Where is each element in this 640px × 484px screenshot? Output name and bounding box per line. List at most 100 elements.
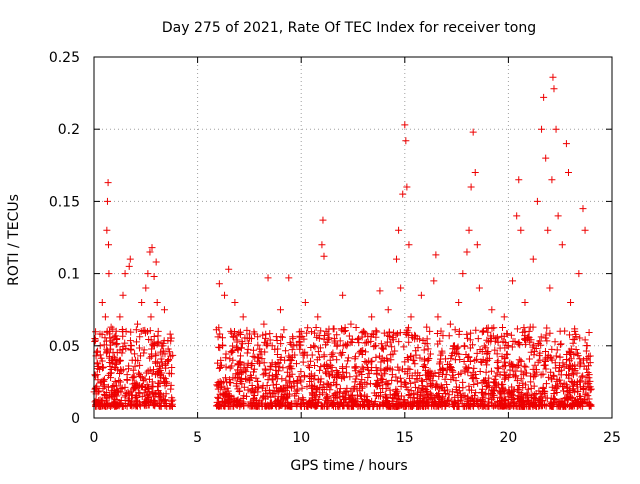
roti-point-density — [473, 355, 481, 363]
roti-point-density — [295, 328, 303, 336]
x-tick-labels: 0 5 10 15 20 25 — [90, 430, 621, 446]
roti-point-density — [98, 364, 106, 372]
roti-point — [339, 291, 347, 299]
roti-point-density — [111, 377, 119, 385]
roti-point-density — [236, 331, 244, 339]
roti-point-density — [263, 342, 271, 350]
roti-point-density — [152, 352, 160, 360]
roti-point-density — [313, 356, 321, 364]
roti-point-density — [108, 391, 115, 399]
roti-point — [417, 291, 425, 299]
roti-point-density — [314, 398, 322, 406]
roti-point-density — [341, 341, 349, 349]
x-tick-label: 20 — [499, 430, 517, 446]
roti-point-density — [271, 345, 279, 353]
roti-point-density — [409, 390, 417, 398]
roti-point-density — [254, 388, 262, 396]
roti-point-density — [139, 382, 147, 390]
roti-point — [488, 306, 496, 314]
roti-point-density — [482, 368, 490, 376]
roti-point-density — [389, 336, 397, 344]
roti-point-density — [445, 391, 453, 399]
roti-point-density — [148, 388, 156, 396]
roti-point-density — [101, 402, 109, 410]
roti-point-density — [121, 391, 129, 399]
roti-point-density — [441, 375, 449, 383]
roti-point-density — [266, 330, 274, 338]
roti-point-density — [341, 327, 349, 335]
roti-point-density — [324, 364, 332, 372]
roti-point-density — [314, 399, 322, 407]
roti-point-density — [406, 365, 414, 373]
roti-point-density — [165, 348, 173, 356]
roti-point-density — [299, 396, 307, 404]
roti-point-density — [582, 389, 590, 397]
roti-point-density — [345, 395, 353, 403]
roti-point-density — [581, 336, 589, 344]
roti-point-density — [313, 402, 321, 410]
roti-point-density — [527, 348, 535, 356]
roti-point-density — [483, 349, 491, 357]
roti-point-density — [132, 326, 140, 334]
roti-point-density — [473, 349, 481, 357]
roti-point-density — [388, 343, 396, 351]
roti-point-density — [428, 382, 436, 390]
roti-point — [368, 313, 376, 321]
x-tick-label: 5 — [193, 430, 202, 446]
roti-point-density — [508, 343, 516, 351]
roti-point-density — [234, 396, 242, 404]
roti-point-density — [108, 383, 116, 391]
roti-point-density — [576, 377, 584, 385]
roti-point-density — [253, 377, 261, 385]
roti-point-density — [462, 363, 470, 371]
roti-point-density — [585, 395, 593, 403]
roti-point-density — [308, 351, 316, 359]
roti-point-density — [322, 391, 330, 399]
roti-point-density — [472, 326, 480, 334]
roti-point-density — [376, 402, 384, 410]
roti-point-density — [426, 350, 434, 358]
roti-point-density — [349, 385, 357, 393]
roti-point — [548, 176, 556, 184]
roti-point-density — [418, 402, 426, 410]
roti-point-density — [487, 332, 495, 340]
roti-point-density — [404, 365, 412, 373]
roti-point-density — [532, 345, 540, 353]
roti-point-density — [562, 381, 570, 389]
roti-point-density — [258, 384, 266, 392]
roti-point-density — [250, 368, 258, 376]
roti-point-density — [459, 384, 467, 392]
roti-point-density — [227, 348, 235, 356]
roti-point-density — [443, 381, 451, 389]
roti-point-density — [566, 348, 574, 356]
roti-point-density — [538, 393, 546, 401]
roti-point-density — [316, 366, 324, 374]
roti-point-density — [277, 340, 285, 348]
roti-point-density — [285, 363, 293, 371]
roti-point-density — [576, 334, 584, 342]
roti-point-density — [579, 372, 587, 380]
roti-point-density — [122, 344, 130, 352]
roti-point-density — [286, 402, 294, 410]
roti-point-density — [323, 402, 331, 410]
roti-point-density — [144, 385, 152, 393]
y-tick-label: 0.25 — [49, 50, 80, 66]
roti-point-density — [377, 365, 385, 373]
roti-point-density — [471, 371, 479, 379]
roti-point-density — [243, 376, 251, 384]
x-tick-label: 10 — [292, 430, 310, 446]
roti-point-density — [269, 381, 277, 389]
roti-point-density — [307, 328, 315, 336]
roti-point-density — [329, 352, 337, 360]
roti-point-density — [162, 360, 170, 368]
roti-point-density — [107, 366, 115, 374]
roti-point-density — [375, 392, 383, 400]
roti-point-density — [453, 344, 461, 352]
roti-point-density — [159, 392, 167, 400]
roti-point-density — [419, 363, 427, 371]
roti-point-density — [435, 369, 443, 377]
roti-point-density — [296, 376, 304, 384]
roti-point-density — [239, 368, 247, 376]
roti-point-density — [143, 392, 151, 400]
